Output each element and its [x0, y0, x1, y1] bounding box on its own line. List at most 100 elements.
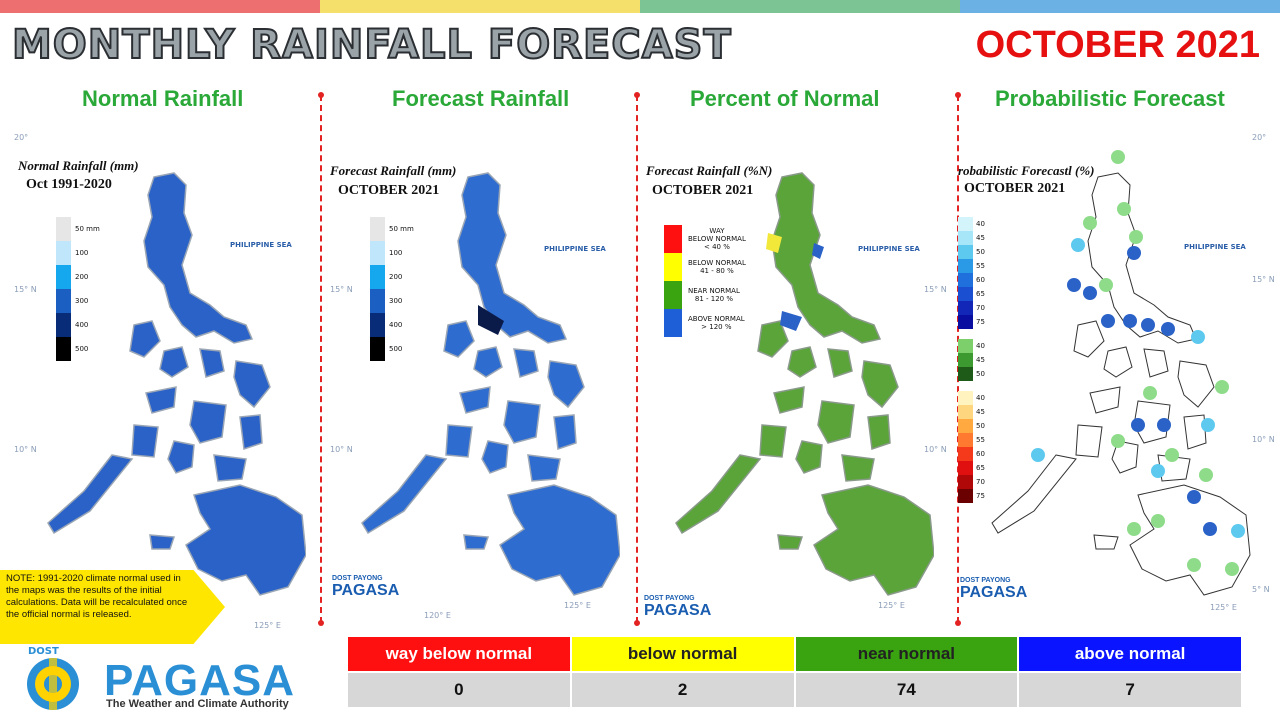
axis-lon120: 120° E — [424, 611, 451, 620]
payong-pagasa-logo-name: PAGASA — [332, 582, 400, 599]
normal-rainfall-map-graphic — [47, 172, 307, 596]
legend-green-group: 40 45 50 — [958, 339, 985, 381]
axis-lon125: 125° E — [254, 621, 281, 630]
map-forecast-label2: OCTOBER 2021 — [338, 183, 440, 198]
summary-values-row: 0 2 74 7 — [346, 671, 1243, 709]
legend-value: 45 — [976, 356, 985, 364]
forecast-month: OCTOBER 2021 — [975, 24, 1260, 66]
axis-lon125: 125° E — [564, 601, 591, 610]
legend-row: 70 — [958, 301, 985, 315]
axis-lat15: 15° N — [1252, 275, 1275, 284]
legend-row: 200 — [370, 265, 414, 289]
top-color-bar — [0, 0, 1280, 13]
axis-lat15: 15° N — [924, 285, 947, 294]
legend-value: 75 — [976, 318, 985, 326]
legend-row: ABOVE NORMAL > 120 % — [664, 309, 746, 337]
divider-2 — [634, 92, 640, 626]
axis-lat10: 10° N — [14, 445, 37, 454]
payong-pagasa-logo-name: PAGASA — [644, 602, 712, 619]
map-percent-normal: Forecast Rainfall (%N) OCTOBER 2021 PHIL… — [642, 125, 947, 625]
pagasa-wordmark: PAGASA — [104, 656, 295, 705]
legend-value: 55 — [976, 262, 985, 270]
legend-row: 100 — [56, 241, 100, 265]
legend-row: 65 — [958, 287, 985, 301]
legend-text: WAY BELOW NORMAL < 40 % — [688, 227, 746, 251]
legend-text-line: WAY — [709, 227, 725, 235]
legend-row: 400 — [370, 313, 414, 337]
panel-title-probabilistic: Probabilistic Forecast — [995, 86, 1225, 111]
map-percent-label2: OCTOBER 2021 — [652, 183, 754, 198]
legend-normal-mm: 50 mm 100 200 300 400 500 — [56, 217, 100, 361]
summary-header-row: way below normal below normal near norma… — [346, 635, 1243, 673]
legend-value: 200 — [75, 273, 89, 281]
summary-header-below: below normal — [569, 635, 796, 673]
legend-text: ABOVE NORMAL > 120 % — [688, 315, 745, 331]
payong-pagasa-logo-top: DOST PAYONG — [960, 577, 1011, 584]
legend-value: 100 — [75, 249, 89, 257]
map-prob-label2: OCTOBER 2021 — [964, 181, 1066, 196]
legend-value: 70 — [976, 304, 985, 312]
legend-forecast-mm: 50 mm 100 200 300 400 500 — [370, 217, 414, 361]
legend-row: 60 — [958, 447, 985, 461]
legend-row: 300 — [56, 289, 100, 313]
summary-value-way-below: 0 — [346, 671, 572, 709]
legend-row: 55 — [958, 259, 985, 273]
payong-pagasa-logo-top: DOST PAYONG — [644, 595, 695, 602]
legend-probabilistic: 40 45 50 55 60 65 70 75 40 45 50 40 45 5… — [958, 217, 985, 503]
legend-value: 50 — [976, 248, 985, 256]
payong-pagasa-logo: DOST PAYONG PAGASA — [644, 595, 711, 620]
topbar-segment-red — [0, 0, 320, 13]
probabilistic-map-graphic — [991, 150, 1251, 596]
divider-1 — [318, 92, 324, 626]
legend-row: 40 — [958, 391, 985, 405]
legend-text-line: 81 - 120 % — [694, 295, 733, 303]
legend-value: 500 — [389, 345, 403, 353]
legend-row: 45 — [958, 231, 985, 245]
payong-pagasa-logo: DOST PAYONG PAGASA — [332, 575, 399, 600]
legend-value: 40 — [976, 342, 985, 350]
legend-text-line: BELOW NORMAL — [688, 259, 746, 267]
legend-percent-normal: WAY BELOW NORMAL < 40 % BELOW NORMAL 41 … — [664, 225, 746, 337]
legend-value: 100 — [389, 249, 403, 257]
dost-label: DOST — [28, 646, 59, 657]
map-percent-label1: Forecast Rainfall (%N) — [646, 163, 773, 178]
axis-lat15: 15° N — [330, 285, 353, 294]
pagasa-tagline: The Weather and Climate Authority — [106, 698, 289, 710]
legend-row: 65 — [958, 461, 985, 475]
legend-value: 200 — [389, 273, 403, 281]
summary-header-way-below: way below normal — [346, 635, 572, 673]
topbar-segment-blue — [960, 0, 1280, 13]
legend-text-line: 41 - 80 % — [700, 267, 734, 275]
sea-label: PHILIPPINE SEA — [230, 241, 292, 249]
panel-title-normal: Normal Rainfall — [82, 86, 244, 111]
legend-row: 500 — [56, 337, 100, 361]
forecast-rainfall-map-graphic — [361, 172, 621, 596]
legend-row: NEAR NORMAL 81 - 120 % — [664, 281, 746, 309]
legend-value: 65 — [976, 290, 985, 298]
legend-text-line: ABOVE NORMAL — [688, 315, 745, 323]
summary-value-near: 74 — [793, 671, 1020, 709]
topbar-segment-yellow — [320, 0, 640, 13]
legend-value: 75 — [976, 492, 985, 500]
legend-value: 50 mm — [389, 225, 414, 233]
legend-row: 55 — [958, 433, 985, 447]
legend-row: 45 — [958, 405, 985, 419]
legend-text-line: > 120 % — [701, 323, 732, 331]
panel-title-percent: Percent of Normal — [690, 86, 880, 111]
legend-value: 70 — [976, 478, 985, 486]
legend-value: 500 — [75, 345, 89, 353]
payong-pagasa-logo: DOST PAYONG PAGASA — [960, 577, 1027, 602]
category-summary-table: way below normal below normal near norma… — [346, 635, 1243, 709]
topbar-segment-green — [640, 0, 960, 13]
legend-row: 60 — [958, 273, 985, 287]
pagasa-logo: DOST PAGASA The Weather and Climate Auth… — [14, 646, 314, 712]
axis-lat15: 15° N — [14, 285, 37, 294]
percent-normal-map-graphic — [675, 172, 935, 596]
climate-normal-note: NOTE: 1991-2020 climate normal used in t… — [0, 570, 225, 644]
legend-value: 45 — [976, 234, 985, 242]
legend-value: 60 — [976, 276, 985, 284]
legend-value: 65 — [976, 464, 985, 472]
sea-label: PHILIPPINE SEA — [544, 245, 606, 253]
legend-value: 50 mm — [75, 225, 100, 233]
legend-value: 300 — [389, 297, 403, 305]
